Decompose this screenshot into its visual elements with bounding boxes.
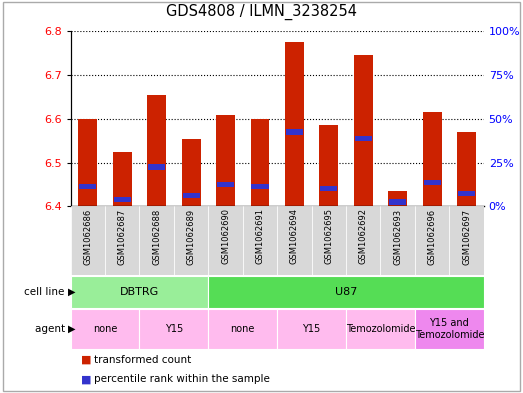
Bar (320, 186, 337, 191)
Bar (423, 112, 441, 206)
Bar (277, 309, 346, 349)
Bar (71, 309, 140, 349)
Text: GSM1062693: GSM1062693 (393, 208, 402, 264)
Bar (252, 184, 269, 189)
Bar (286, 129, 303, 135)
Bar (277, 206, 312, 275)
Bar (381, 206, 415, 275)
Text: Y15 and
Temozolomide: Y15 and Temozolomide (415, 318, 484, 340)
Text: GSM1062696: GSM1062696 (428, 208, 437, 264)
Bar (113, 152, 132, 206)
Bar (346, 309, 415, 349)
Bar (140, 309, 208, 349)
Bar (147, 95, 166, 206)
Text: DBTRG: DBTRG (120, 287, 159, 297)
Bar (181, 139, 201, 206)
Bar (354, 55, 373, 206)
Text: ■: ■ (81, 374, 92, 384)
Bar (458, 191, 475, 196)
Text: GDS4808 / ILMN_3238254: GDS4808 / ILMN_3238254 (166, 4, 357, 20)
Text: GSM1062691: GSM1062691 (255, 208, 265, 264)
Bar (208, 206, 243, 275)
Bar (71, 206, 105, 275)
Bar (183, 193, 200, 198)
Bar (415, 206, 449, 275)
Text: none: none (93, 324, 117, 334)
Bar (251, 119, 269, 206)
Bar (140, 206, 174, 275)
Bar (449, 206, 484, 275)
Bar (71, 276, 208, 308)
Text: GSM1062688: GSM1062688 (152, 208, 161, 264)
Text: cell line: cell line (25, 287, 68, 297)
Bar (312, 206, 346, 275)
Text: transformed count: transformed count (94, 354, 191, 365)
Bar (79, 184, 96, 189)
Bar (174, 206, 208, 275)
Text: Y15: Y15 (302, 324, 321, 334)
Text: GSM1062687: GSM1062687 (118, 208, 127, 264)
Text: U87: U87 (335, 287, 357, 297)
Text: GSM1062695: GSM1062695 (324, 208, 333, 264)
Bar (217, 182, 234, 187)
Text: percentile rank within the sample: percentile rank within the sample (94, 374, 270, 384)
Text: GSM1062686: GSM1062686 (83, 208, 93, 264)
Bar (424, 180, 441, 185)
Bar (78, 119, 97, 206)
Text: agent: agent (35, 324, 68, 334)
Bar (285, 42, 304, 206)
Bar (457, 132, 476, 206)
Text: GSM1062692: GSM1062692 (359, 208, 368, 264)
Bar (208, 276, 484, 308)
Bar (389, 199, 406, 205)
Bar (216, 114, 235, 206)
Text: Y15: Y15 (165, 324, 183, 334)
Bar (355, 136, 372, 141)
Bar (346, 206, 381, 275)
Bar (105, 206, 140, 275)
Bar (148, 164, 165, 170)
Text: ▶: ▶ (68, 287, 75, 297)
Text: GSM1062690: GSM1062690 (221, 208, 230, 264)
Text: ▶: ▶ (68, 324, 75, 334)
Bar (388, 191, 407, 206)
Bar (208, 309, 277, 349)
Text: Temozolomide: Temozolomide (346, 324, 415, 334)
Text: GSM1062694: GSM1062694 (290, 208, 299, 264)
Text: none: none (231, 324, 255, 334)
Bar (243, 206, 277, 275)
Bar (320, 125, 338, 206)
Bar (415, 309, 484, 349)
Text: ■: ■ (81, 354, 92, 365)
Text: GSM1062697: GSM1062697 (462, 208, 471, 264)
Text: GSM1062689: GSM1062689 (187, 208, 196, 264)
Bar (113, 197, 131, 202)
